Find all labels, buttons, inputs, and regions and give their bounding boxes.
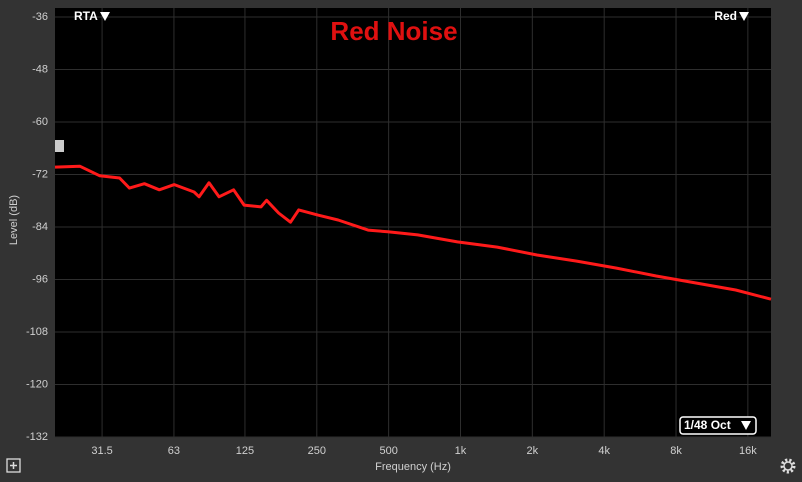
chart-title: Red Noise xyxy=(330,16,457,46)
grid xyxy=(55,8,771,438)
add-button[interactable] xyxy=(6,458,21,473)
x-tick-label: 1k xyxy=(455,445,467,457)
smoothing-arrow[interactable] xyxy=(741,421,751,430)
level-handle[interactable] xyxy=(55,140,64,152)
smoothing-box[interactable] xyxy=(679,416,757,435)
x-tick-label: 31.5 xyxy=(91,445,112,457)
x-tick-label: 2k xyxy=(527,445,539,457)
add-box[interactable] xyxy=(6,458,21,473)
x-tick-label: 4k xyxy=(598,445,610,457)
add-plus[interactable] xyxy=(10,462,17,469)
mode-button[interactable]: RTA xyxy=(74,9,98,23)
mode-arrow[interactable] xyxy=(100,12,110,21)
y-tick-label: -36 xyxy=(32,11,48,23)
x-tick-label: 125 xyxy=(236,445,254,457)
gear-ring[interactable] xyxy=(783,461,793,471)
y-tick-label: -108 xyxy=(26,326,48,338)
legend-arrow[interactable] xyxy=(739,12,749,21)
x-tick-label: 63 xyxy=(168,445,180,457)
y-tick-label: -48 xyxy=(32,63,48,75)
y-tick-label: -84 xyxy=(32,221,48,233)
series-line xyxy=(54,164,772,301)
settings-button[interactable] xyxy=(780,458,796,474)
y-tick-label: -96 xyxy=(32,273,48,285)
plot-area xyxy=(55,8,771,437)
y-tick-label: -120 xyxy=(26,378,48,390)
x-tick-label: 16k xyxy=(739,445,757,457)
x-tick-label: 500 xyxy=(379,445,397,457)
legend-label[interactable]: Red xyxy=(714,9,737,23)
x-tick-label: 8k xyxy=(670,445,682,457)
gear-teeth[interactable] xyxy=(780,458,796,474)
y-tick-label: -132 xyxy=(26,431,48,443)
smoothing-button[interactable]: 1/48 Oct xyxy=(684,418,731,432)
y-axis-label: Level (dB) xyxy=(8,195,20,245)
x-tick-label: 250 xyxy=(308,445,326,457)
x-axis-label: Frequency (Hz) xyxy=(375,461,451,473)
y-tick-label: -60 xyxy=(32,116,48,128)
y-tick-label: -72 xyxy=(32,168,48,180)
